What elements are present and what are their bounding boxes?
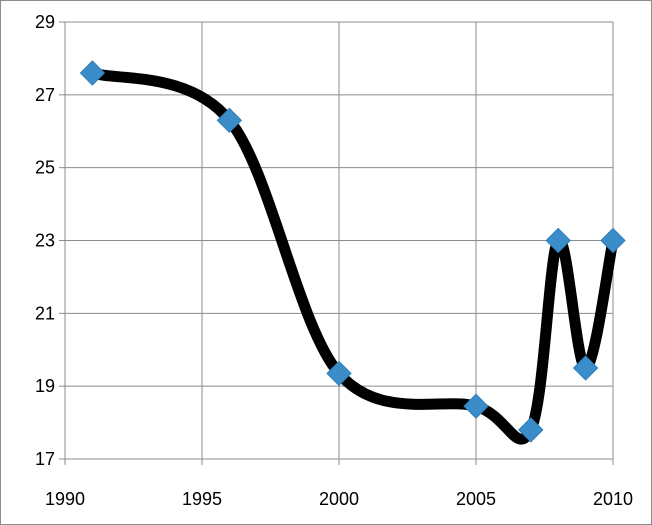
data-point: [326, 360, 352, 387]
y-tick-label: 21: [35, 303, 55, 323]
y-tick-label: 17: [35, 449, 55, 469]
x-tick-label: 1995: [182, 489, 222, 509]
x-tick-label: 1990: [45, 489, 85, 509]
y-tick-label: 25: [35, 158, 55, 178]
y-tick-label: 29: [35, 12, 55, 32]
data-point: [216, 107, 243, 134]
series-layer: [86, 67, 619, 445]
series-line: [86, 67, 619, 445]
data-point: [572, 355, 599, 381]
x-tick-label: 2010: [593, 489, 633, 509]
x-tick-label: 2005: [456, 489, 496, 509]
y-tick-label: 19: [35, 376, 55, 396]
data-point: [463, 393, 489, 419]
y-tick-label: 23: [35, 231, 55, 251]
data-point: [545, 227, 571, 254]
markers: [79, 60, 626, 443]
axes: [59, 21, 614, 465]
data-point: [518, 417, 544, 443]
data-point: [79, 60, 106, 86]
y-tick-label: 27: [35, 85, 55, 105]
tick-labels: 17 19 21 23 25 27 29 1990 1995 2000 2005 2010: [35, 12, 633, 509]
x-tick-label: 2000: [319, 489, 359, 509]
data-point: [600, 227, 626, 254]
grid: [65, 21, 614, 459]
